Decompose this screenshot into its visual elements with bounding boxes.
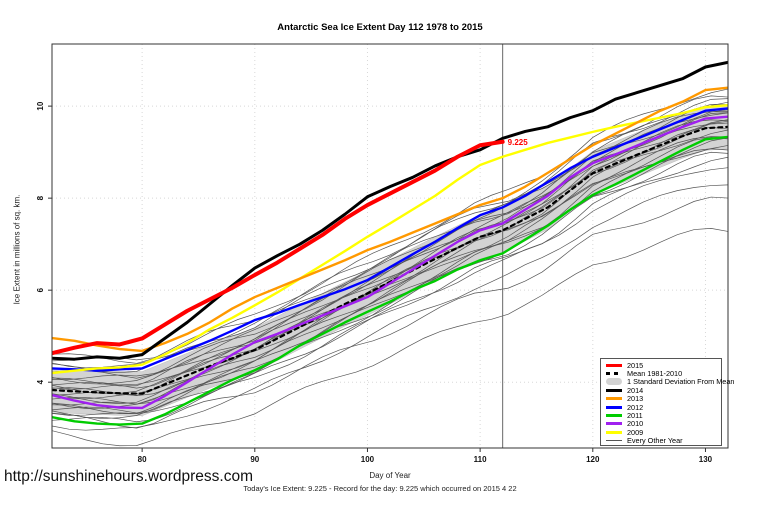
svg-text:130: 130 [699,455,713,464]
legend-label: 2013 [627,394,644,404]
legend-item: 2015 [606,360,721,370]
series-2013-line [52,86,728,353]
legend-swatch-thick [606,414,622,418]
legend-item: 2014 [606,385,721,395]
series-2014-line [52,60,728,361]
legend-item: 2011 [606,411,721,421]
background-year-line [52,122,728,400]
legend-label: 2012 [627,402,644,412]
background-year-line [52,101,728,380]
legend-item: 2010 [606,419,721,429]
background-year-line [52,88,728,362]
every-other-year-lines [52,88,728,447]
legend-item: 2013 [606,394,721,404]
legend-swatch-thick [606,363,622,367]
background-year-line [52,120,728,405]
legend-item: Every Other Year [606,436,721,446]
svg-text:4: 4 [36,379,45,384]
background-year-line [52,184,728,431]
svg-text:8: 8 [36,195,45,200]
legend-label: Every Other Year [627,436,683,446]
svg-text:10: 10 [36,101,45,110]
series-2010-line [52,115,728,410]
legend-swatch-thick [606,388,622,392]
legend-swatch-thick [606,405,622,409]
svg-text:90: 90 [250,455,259,464]
legend-label: 2009 [627,427,644,437]
legend-label: 2010 [627,419,644,429]
series-2009-line [52,103,728,375]
legend-rows: 2015 Mean 1981-2010 1 Standard Deviation F… [606,360,734,446]
legend-item: Mean 1981-2010 [606,369,721,379]
legend-swatch-dashed [606,372,622,376]
series-2011-line [52,135,728,426]
background-year-line [52,145,728,406]
background-year-line [52,119,728,389]
background-year-line [52,148,728,419]
chart-title: Antarctic Sea Ice Extent Day 112 1978 to… [277,22,483,33]
svg-text:80: 80 [138,455,147,464]
svg-text:110: 110 [474,455,487,464]
svg-text:6: 6 [36,287,45,292]
legend-label: 1 Standard Deviation From Mean [627,377,735,387]
background-year-line [52,98,728,364]
record-annotation: 9.225 [508,138,529,147]
svg-text:100: 100 [361,455,375,464]
legend-swatch-thick [606,422,622,426]
background-year-line [52,111,728,369]
legend-swatch-thick [606,430,622,434]
background-year-line [52,167,728,416]
today-extent-caption: Today's Ice Extent: 9.225 - Record for t… [243,484,517,493]
background-year-line [52,151,728,415]
plot-box [51,43,729,449]
legend-item: 1 Standard Deviation From Mean [606,377,734,386]
site-url-watermark: http://sunshinehours.wordpress.com [4,468,253,485]
series-2012-line [52,107,728,372]
background-year-line [52,228,728,447]
legend-label: 2014 [627,385,644,395]
background-year-line [52,137,728,414]
legend-label: Mean 1981-2010 [627,369,683,379]
svg-text:120: 120 [586,455,600,464]
legend-swatch-thin [606,440,622,442]
legend-label: 2015 [627,360,644,370]
legend-item: 2009 [606,427,721,437]
legend-label: 2011 [627,411,643,421]
x-axis-label: Day of Year [369,471,411,480]
legend-swatch-band [606,378,622,386]
background-year-line [52,196,728,429]
x-axis-ticks: 80 90 100 110 120 130 [138,448,713,464]
legend-item: 2012 [606,402,721,412]
chart-legend: 2015 Mean 1981-2010 1 Standard Deviation F… [600,358,734,446]
series-2015-line [52,139,505,356]
background-year-line [52,156,728,423]
legend-swatch-thick [606,397,622,401]
y-axis-ticks: 4 6 8 10 [36,101,52,384]
